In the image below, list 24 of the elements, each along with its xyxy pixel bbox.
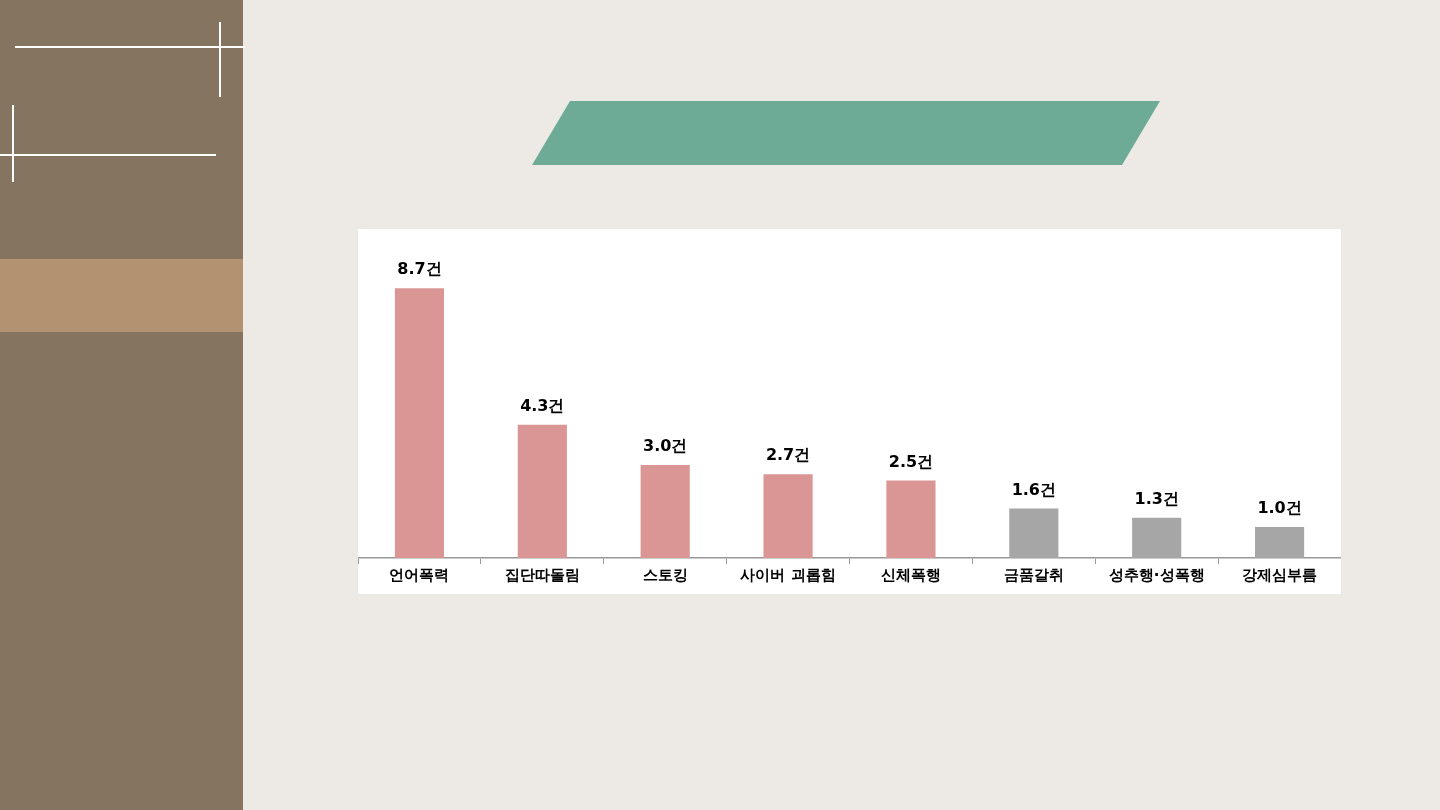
bar — [517, 424, 567, 558]
bar — [640, 465, 690, 558]
x-tick-label: 신체폭행 — [880, 565, 941, 584]
x-tick-label: 사이버 괴롭힘 — [740, 565, 836, 584]
x-tick-label: 집단따돌림 — [504, 565, 580, 584]
bar — [394, 288, 445, 558]
x-tick-label: 스토킹 — [642, 565, 688, 584]
x-tick-label: 성추행·성폭행 — [1108, 565, 1205, 584]
bar — [886, 480, 936, 558]
data-label: 2.5건 — [888, 451, 934, 471]
data-label: 1.0건 — [1257, 498, 1302, 518]
x-tick-label: 강제심부름 — [1242, 565, 1318, 584]
bar — [1132, 517, 1182, 558]
data-label: 4.3건 — [520, 395, 565, 415]
x-tick-label: 언어폭력 — [389, 565, 450, 584]
bar — [1254, 527, 1305, 558]
bar — [1009, 508, 1059, 558]
data-label: 8.7건 — [397, 259, 442, 279]
data-label: 3.0건 — [643, 436, 688, 456]
data-label: 1.6건 — [1011, 479, 1056, 499]
x-tick-label: 금품갈취 — [1003, 565, 1064, 584]
data-label: 1.3건 — [1134, 488, 1179, 508]
bar — [763, 474, 813, 558]
data-label: 2.7건 — [765, 445, 811, 465]
